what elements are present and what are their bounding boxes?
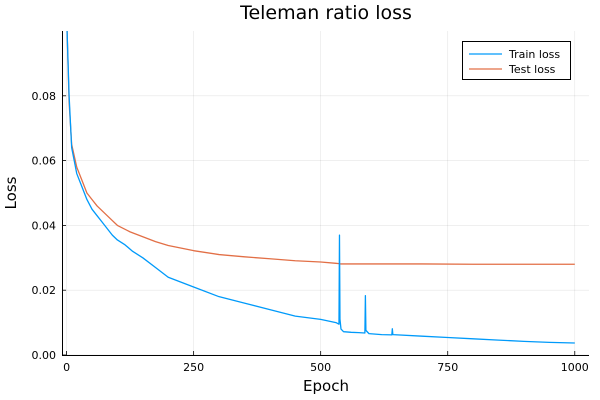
series-layer bbox=[66, 31, 575, 344]
y-tick-label: 0.06 bbox=[32, 155, 57, 168]
legend-label-train: Train loss bbox=[508, 48, 560, 61]
y-tick-label: 0.08 bbox=[32, 90, 57, 103]
y-tick-label: 0.04 bbox=[32, 219, 57, 232]
x-tick-label: 750 bbox=[437, 361, 458, 374]
x-tick-label: 1000 bbox=[561, 361, 589, 374]
x-axis-label: Epoch bbox=[303, 377, 349, 395]
legend: Train loss Test loss bbox=[462, 41, 571, 80]
series-line-train-loss bbox=[66, 31, 575, 344]
legend-label-test: Test loss bbox=[508, 63, 556, 76]
chart-title: Teleman ratio loss bbox=[239, 2, 412, 24]
y-tick-label: 0.00 bbox=[32, 349, 57, 362]
x-tick-label: 500 bbox=[310, 361, 331, 374]
y-axis-label: Loss bbox=[2, 176, 20, 209]
x-tick-label: 250 bbox=[183, 361, 204, 374]
series-line-test-loss bbox=[66, 31, 575, 265]
y-tick-label: 0.02 bbox=[32, 284, 57, 297]
ticks: 0 250 500 750 1000 0.00 0.02 0.04 0.06 0.08 bbox=[32, 90, 589, 374]
x-tick-label: 0 bbox=[63, 361, 70, 374]
legend-box bbox=[462, 41, 571, 80]
